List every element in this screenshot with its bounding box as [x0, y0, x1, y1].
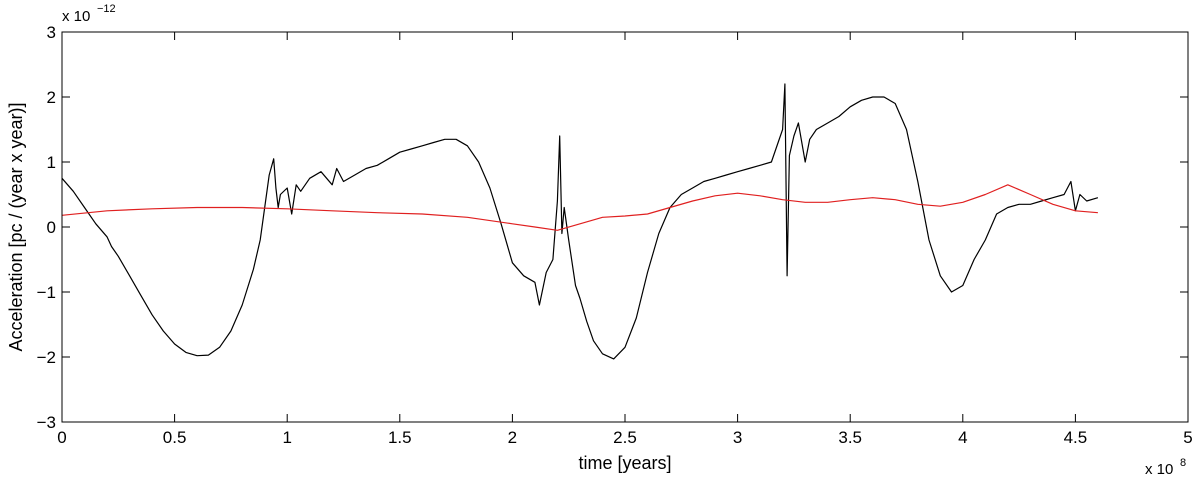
x-exponent-base: x 10 — [1145, 461, 1173, 478]
x-tick-label: 1 — [282, 428, 291, 447]
y-tick-label: 3 — [47, 23, 56, 42]
x-tick-label: 1.5 — [388, 428, 412, 447]
y-tick-label: 0 — [47, 218, 56, 237]
y-tick-label: −3 — [37, 413, 56, 432]
x-tick-label: 2.5 — [613, 428, 637, 447]
series-line-1 — [61, 184, 1098, 231]
plot-area — [62, 32, 1188, 422]
tick-layer: 0 0.5 1 1.5 2 2.5 3 3.5 4 4.5 5 −3 −2 −1 0 1 2 3 — [37, 23, 1193, 447]
x-tick-label: 2 — [508, 428, 517, 447]
y-exponent-base: x 10 — [62, 8, 90, 25]
y-tick-label: 2 — [47, 88, 56, 107]
x-axis-title: time [years] — [578, 453, 671, 473]
x-tick-label: 4 — [958, 428, 967, 447]
y-tick-label: −1 — [37, 283, 56, 302]
plot-frame — [61, 31, 1189, 423]
series-layer — [61, 83, 1099, 360]
y-tick-label: 1 — [47, 153, 56, 172]
y-axis-title: Acceleration [pc / (year x year)] — [6, 102, 26, 351]
x-tick-label: 3.5 — [838, 428, 862, 447]
y-tick-label: −2 — [37, 348, 56, 367]
series-line-0 — [61, 83, 1099, 360]
x-tick-label: 0 — [57, 428, 66, 447]
x-tick-label: 5 — [1183, 428, 1192, 447]
y-exponent-power: −12 — [97, 3, 116, 15]
x-tick-label: 3 — [733, 428, 742, 447]
x-tick-label: 4.5 — [1064, 428, 1088, 447]
x-exponent-power: 8 — [1180, 457, 1186, 469]
x-tick-label: 0.5 — [163, 428, 187, 447]
